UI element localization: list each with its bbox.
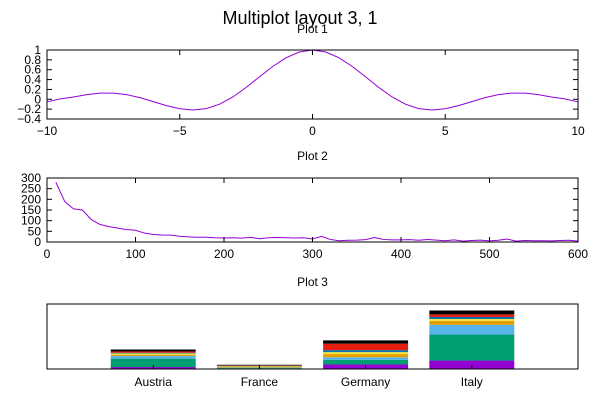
- plot-2: Plot 20 100 200 300 400 500 600050100150200250…: [21, 149, 588, 261]
- series-line: [46, 49, 579, 111]
- bar-segment: [429, 310, 515, 315]
- category-label: Italy: [461, 375, 483, 389]
- bar-segment: [323, 357, 409, 360]
- y-tick-label: 0: [34, 92, 41, 106]
- bar-segment: [110, 349, 196, 352]
- x-tick-label: 10: [571, 124, 585, 138]
- bar-segment: [429, 317, 515, 319]
- y-tick-label: 0.6: [24, 63, 41, 77]
- bar-segment: [110, 354, 196, 356]
- x-tick-label: −10: [37, 124, 58, 138]
- plot-title: Plot 3: [297, 275, 328, 289]
- bar-segment: [110, 351, 196, 353]
- x-tick-label: 500: [479, 247, 499, 261]
- bar-segment: [323, 354, 409, 358]
- x-tick-label: −5: [173, 124, 187, 138]
- y-tick-label: −0.4: [17, 112, 41, 126]
- x-tick-label: 400: [391, 247, 411, 261]
- y-tick-label: 0.4: [24, 73, 41, 87]
- plot-title: Plot 2: [297, 149, 328, 163]
- y-tick-label: 150: [21, 203, 41, 217]
- bar-segment: [110, 356, 196, 359]
- plot-frame: [46, 49, 579, 120]
- bar-segment: [110, 353, 196, 355]
- x-tick-label: 200: [214, 247, 234, 261]
- y-tick-label: 200: [21, 192, 41, 206]
- bar-segment: [110, 352, 196, 354]
- y-tick-label: 0.2: [24, 82, 41, 96]
- bar-segment: [429, 318, 515, 321]
- plot-frame: [46, 303, 579, 370]
- figure-title: Multiplot layout 3, 1: [222, 8, 377, 28]
- bar-segment: [323, 350, 409, 353]
- x-tick-label: 0: [309, 124, 316, 138]
- y-tick-label: 100: [21, 214, 41, 228]
- plot-frame: [46, 177, 579, 243]
- bar-segment: [429, 360, 515, 369]
- x-tick-label: 300: [302, 247, 322, 261]
- series-line: [55, 182, 579, 242]
- y-tick-label: 1: [34, 43, 41, 57]
- y-tick-label: 0: [34, 235, 41, 249]
- category-label: Austria: [135, 375, 173, 389]
- x-tick-label: 0: [44, 247, 51, 261]
- x-tick-label: 600: [568, 247, 588, 261]
- bar-segment: [110, 358, 196, 368]
- y-tick-label: 300: [21, 171, 41, 185]
- category-label: France: [241, 375, 279, 389]
- x-tick-label: 100: [125, 247, 145, 261]
- plot-title: Plot 1: [297, 22, 328, 36]
- plot-1: Plot 1−10 −5 0 5 10−0.4−0.200.20.40.60.81: [17, 22, 585, 138]
- bar-segment: [323, 340, 409, 344]
- bar-segment: [323, 359, 409, 365]
- bar-segment: [429, 334, 515, 361]
- bar-segment: [429, 324, 515, 335]
- y-tick-label: −0.2: [17, 102, 41, 116]
- category-label: Germany: [341, 375, 390, 389]
- bar-segment: [429, 320, 515, 325]
- bar-segment: [323, 352, 409, 355]
- y-tick-label: 50: [28, 224, 42, 238]
- x-tick-label: 5: [442, 124, 449, 138]
- y-tick-label: 250: [21, 182, 41, 196]
- bar-segment: [323, 343, 409, 351]
- plot-3: Plot 3 Austria France Germany Italy: [46, 275, 579, 389]
- y-tick-label: 0.8: [24, 53, 41, 67]
- bar-segment: [429, 314, 515, 317]
